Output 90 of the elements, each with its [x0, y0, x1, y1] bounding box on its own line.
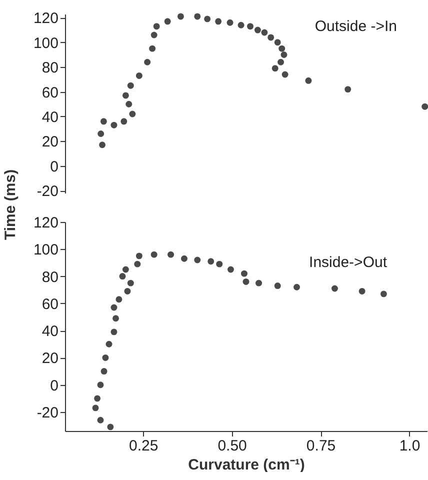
annotation: Outside ->In [314, 18, 397, 35]
point [127, 280, 134, 286]
point [102, 354, 109, 361]
y-tick-label: 60 [42, 84, 58, 102]
point [358, 288, 366, 294]
y-tick-label: 100 [33, 242, 58, 259]
point [274, 39, 281, 46]
point [274, 282, 281, 290]
point [129, 110, 136, 118]
point [126, 100, 132, 108]
point [278, 58, 284, 66]
point [194, 256, 201, 264]
point [261, 29, 268, 36]
point [136, 72, 142, 79]
point [226, 19, 234, 26]
y-tick-label: -20 [36, 183, 58, 200]
point [208, 258, 214, 265]
y-tick-label: 40 [42, 108, 58, 126]
point [110, 304, 118, 311]
point [254, 26, 261, 34]
point [238, 22, 244, 28]
point [194, 13, 201, 20]
point [106, 340, 112, 348]
point [240, 270, 248, 277]
point [99, 142, 106, 148]
point [112, 315, 119, 322]
point [120, 118, 128, 125]
point [331, 285, 338, 292]
point [149, 45, 156, 52]
point [116, 296, 122, 303]
point [247, 23, 254, 30]
y-tick-label: 20 [42, 350, 58, 368]
point [204, 16, 211, 22]
y-tick-label: 100 [33, 34, 58, 52]
point [119, 273, 126, 280]
point [268, 34, 274, 41]
x-tick-label: 1.0 [399, 438, 420, 454]
point [92, 404, 99, 412]
point [216, 260, 223, 268]
point [136, 252, 142, 260]
point [294, 284, 300, 290]
point [380, 290, 387, 298]
y-axis-title: Time (ms) [2, 168, 19, 242]
point [256, 280, 262, 286]
point [164, 18, 171, 25]
point [144, 58, 151, 66]
x-tick-label: 0.50 [218, 438, 247, 454]
point [124, 288, 131, 294]
y-tick-label: 20 [42, 134, 58, 151]
point [272, 65, 278, 72]
point [278, 45, 286, 52]
point [150, 251, 158, 258]
point [122, 266, 129, 273]
point [94, 395, 101, 402]
point [215, 18, 222, 25]
point [110, 328, 118, 336]
point [110, 122, 118, 128]
point [181, 255, 188, 262]
y-tick-label: -20 [36, 404, 58, 422]
point [127, 82, 134, 89]
point [177, 13, 184, 20]
y-tick-label: 80 [42, 268, 58, 286]
point [134, 260, 141, 268]
point [97, 382, 104, 388]
point [100, 368, 108, 375]
y-tick-label: 60 [42, 296, 58, 313]
point [122, 92, 129, 99]
point [242, 278, 250, 285]
point [305, 77, 312, 84]
point [344, 86, 352, 93]
y-tick-label: 0 [50, 377, 58, 394]
x-tick-label: 0.75 [306, 438, 336, 454]
point [153, 23, 160, 30]
y-tick-label: 120 [33, 10, 58, 28]
y-tick-label: 40 [42, 323, 58, 340]
point [422, 103, 428, 110]
point [150, 32, 158, 38]
point [97, 416, 104, 424]
point [100, 118, 107, 125]
y-tick-label: 0 [50, 158, 58, 176]
point [168, 251, 174, 258]
point [282, 71, 288, 78]
point [280, 52, 288, 58]
annotation: Inside->Out [309, 254, 388, 271]
y-tick-label: 120 [33, 214, 58, 232]
point [98, 130, 104, 137]
y-tick-label: 80 [42, 60, 58, 77]
point [228, 266, 234, 273]
x-tick-label: 0.25 [128, 438, 158, 454]
point [107, 424, 114, 430]
